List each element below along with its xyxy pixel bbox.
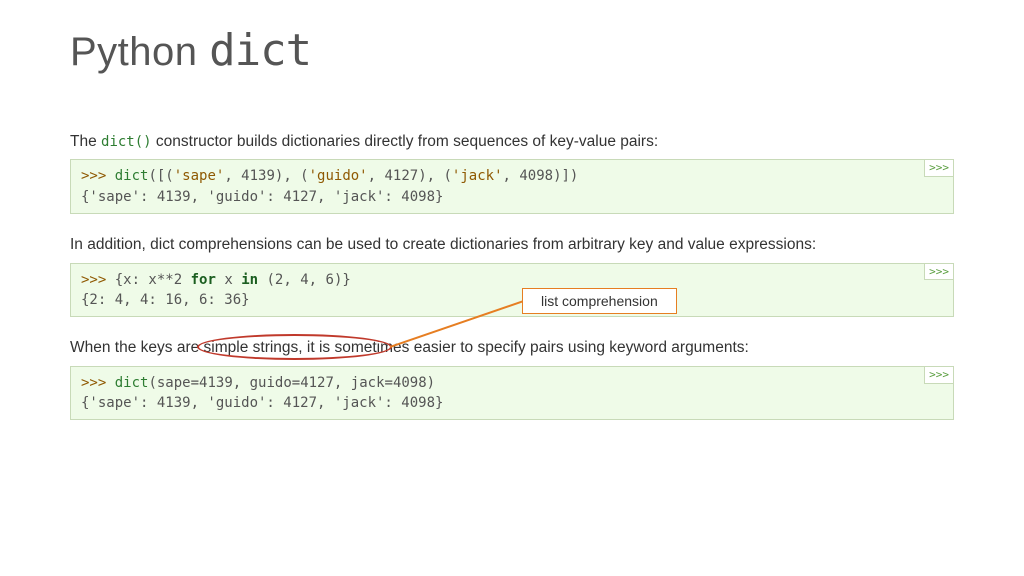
paren: ([( — [148, 168, 173, 184]
sep: ), ( — [418, 168, 452, 184]
code-block-3: >>>>>> dict(sape=4139, guido=4127, jack=… — [70, 366, 954, 421]
arg: , guido — [233, 375, 292, 391]
num: 4139 — [241, 168, 275, 184]
prompt: >>> — [81, 375, 115, 391]
output: {2: 4, 4: 16, 6: 36} — [81, 292, 250, 308]
paren: )]) — [553, 168, 578, 184]
prompt: >>> — [81, 168, 115, 184]
kw-for: for — [191, 272, 216, 288]
sep: , — [503, 168, 520, 184]
paren: ) — [427, 375, 435, 391]
str: 'guido' — [309, 168, 368, 184]
str: 'sape' — [174, 168, 225, 184]
code-block-2: >>>>>> {x: x**2 for x in (2, 4, 6)} {2: … — [70, 263, 954, 318]
sep: ), ( — [275, 168, 309, 184]
var: x — [216, 272, 241, 288]
para1-pre: The — [70, 133, 101, 150]
num: 4 — [300, 272, 308, 288]
annotation-label-box: list comprehension — [522, 288, 677, 314]
fn: dict — [115, 375, 149, 391]
prompt: >>> — [81, 272, 115, 288]
op: = — [385, 375, 393, 391]
code-block-1: >>>>>> dict([('sape', 4139), ('guido', 4… — [70, 159, 954, 214]
page-title: Python dict — [70, 25, 954, 76]
num: 4098 — [519, 168, 553, 184]
op: = — [191, 375, 199, 391]
inline-code-dict: dict() — [101, 134, 152, 150]
output: {'sape': 4139, 'guido': 4127, 'jack': 40… — [81, 395, 443, 411]
op: ** — [157, 272, 174, 288]
str: 'jack' — [452, 168, 503, 184]
output: {'sape': 4139, 'guido': 4127, 'jack': 40… — [81, 189, 443, 205]
op: = — [292, 375, 300, 391]
paren: ( — [258, 272, 275, 288]
arg: (sape — [148, 375, 190, 391]
repl-badge: >>> — [924, 263, 954, 281]
annotation-label: list comprehension — [541, 293, 658, 309]
title-word: dict — [209, 25, 311, 76]
repl-badge: >>> — [924, 366, 954, 384]
fn: dict — [115, 168, 149, 184]
para1-post: constructor builds dictionaries directly… — [152, 133, 659, 150]
kw-in: in — [241, 272, 258, 288]
slide: Python dict The dict() constructor build… — [0, 0, 1024, 470]
title-prefix: Python — [70, 30, 209, 74]
num: 4127 — [300, 375, 334, 391]
arg: , jack — [334, 375, 385, 391]
paren: )} — [334, 272, 351, 288]
num: 2 — [174, 272, 191, 288]
paragraph-3: When the keys are simple strings, it is … — [70, 337, 954, 359]
num: 6 — [326, 272, 334, 288]
paragraph-2: In addition, dict comprehensions can be … — [70, 234, 954, 256]
paragraph-1: The dict() constructor builds dictionari… — [70, 131, 954, 153]
num: 4139 — [199, 375, 233, 391]
num: 4098 — [393, 375, 427, 391]
sep: , — [368, 168, 385, 184]
repl-badge: >>> — [924, 159, 954, 177]
num: 4127 — [384, 168, 418, 184]
sep: , — [309, 272, 326, 288]
sep: , — [283, 272, 300, 288]
expr: {x: x — [115, 272, 157, 288]
sep: , — [224, 168, 241, 184]
